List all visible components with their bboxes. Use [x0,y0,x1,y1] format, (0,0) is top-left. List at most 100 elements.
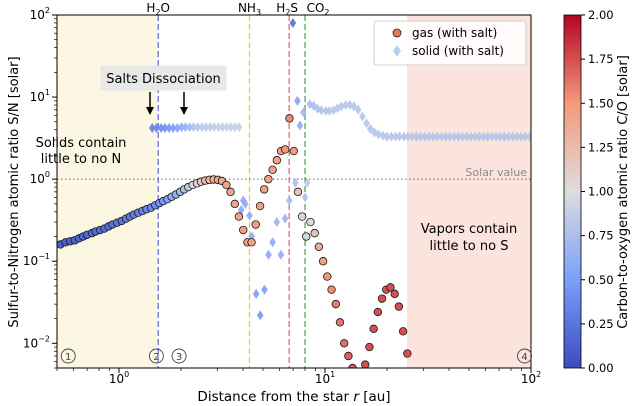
solid-point-34 [281,213,289,224]
solid-point-52 [342,100,349,111]
zone-number-0: 1 [65,352,71,363]
solid-point-26 [248,231,256,242]
x-tick-label-1: 101 [315,370,335,386]
solid-point-87 [488,131,496,142]
gas-point-55 [289,146,298,156]
solid-point-78 [450,131,458,142]
y-tick-label-2: 100 [30,170,50,186]
legend-box [373,20,527,66]
y-tick-exponent: 1 [45,88,50,97]
solid-point-73 [429,131,437,142]
solid-point-57 [363,118,370,129]
solid-point-30 [265,249,272,260]
solid-point-72 [425,131,433,142]
gas-point-65 [331,299,340,309]
solid-point-77 [446,131,454,142]
gas-point-51 [272,156,282,165]
y-tick-exponent: −2 [38,334,50,343]
solid-point-14 [206,122,214,133]
solid-point-28 [256,310,264,321]
snowline-labels: H2O NH3 H2S CO2 [146,1,329,17]
colorbar-tick-label-0: 0.00 [588,361,614,375]
gas-point-47 [255,201,265,211]
solid-point-22 [237,205,245,216]
snowline-label-main: CO [307,1,325,15]
gas-point-57 [297,212,307,221]
solid-point-92 [509,131,517,142]
y-tick-label-1: 10−1 [23,252,50,268]
snowline-label-main: H [276,1,285,15]
gas-point-71 [357,372,365,380]
legend-solid-label: solid (with salt) [412,44,504,58]
solid-point-67 [404,131,412,142]
snowline-label-2: H2S [276,1,298,17]
y-tick-base: 10 [23,336,38,350]
gas-point-70 [353,372,361,380]
solid-point-8 [182,122,189,133]
x-tick-base: 10 [315,372,330,386]
zone-number-2: 3 [176,352,182,363]
snowline-label-1: NH3 [238,1,261,17]
solid-point-91 [505,131,512,142]
colorbar-tick-label-3: 0.75 [588,229,614,243]
gas-point-80 [394,302,404,311]
salts-dissociation-text: Salts Dissociation [106,72,221,87]
colorbar-tick-label-6: 1.50 [588,96,614,110]
gas-point-53 [281,145,290,154]
solid-point-35 [286,195,293,206]
gas-point-43 [239,225,248,235]
y-tick-exponent: −1 [38,252,50,261]
snowline-label-3: CO2 [307,1,330,17]
solid-point-18 [223,122,230,133]
legend-gas-marker [392,28,402,38]
colorbar-tick-label-8: 2.00 [588,8,614,22]
gas-point-75 [373,307,383,317]
legend: gas (with salt) solid (with salt) [373,20,527,66]
solid-point-7 [178,122,185,133]
zone-circle-0 [60,348,76,364]
snowline-label-subscript: 2 [324,8,329,17]
zone-number-1: 2 [153,352,159,363]
solid-point-61 [379,130,387,141]
solid-point-66 [400,131,408,142]
solid-point-4 [165,122,173,133]
y-tick-base: 10 [30,172,45,186]
solid-point-79 [455,131,462,142]
solid-point-82 [467,131,475,142]
colorbar-tick-label-5: 1.25 [588,140,614,154]
solid-point-63 [388,131,395,142]
solid-point-74 [434,131,441,142]
gas-point-58 [302,232,311,241]
x-axis-label: Distance from the star r [au] [197,389,390,405]
solid-point-58 [367,123,374,134]
gas-point-78 [386,283,395,292]
colorbar-tick-label-2: 0.50 [588,273,614,287]
salts-dissociation-annotation: Salts Dissociation [100,65,227,115]
x-tick-exponent: 0 [124,370,129,379]
solid-point-80 [459,131,466,142]
y-tick-label-3: 101 [30,88,50,104]
gas-point-62 [318,257,328,266]
solid-point-56 [359,111,366,122]
solid-point-24 [241,198,249,209]
zone-number-3: 4 [521,352,527,363]
solid-point-93 [513,131,521,142]
solid-point-60 [375,129,382,140]
y-tick-base: 10 [30,90,45,104]
plot-frame [56,14,532,369]
solid-point-70 [417,131,424,142]
solid-point-2 [157,122,165,133]
solid-point-64 [392,131,399,142]
solid-point-49 [330,105,337,116]
solid-point-83 [471,131,479,142]
solid-point-36 [289,17,297,28]
solids-annotation-line2: little to no N [41,152,121,167]
x-tick-label-2: 102 [521,370,541,386]
gas-point-59 [306,217,315,227]
solid-point-69 [413,131,420,142]
gas-point-50 [268,165,277,174]
scatter-series [57,17,531,380]
x-tick-base: 10 [521,372,536,386]
solid-point-51 [338,101,345,112]
